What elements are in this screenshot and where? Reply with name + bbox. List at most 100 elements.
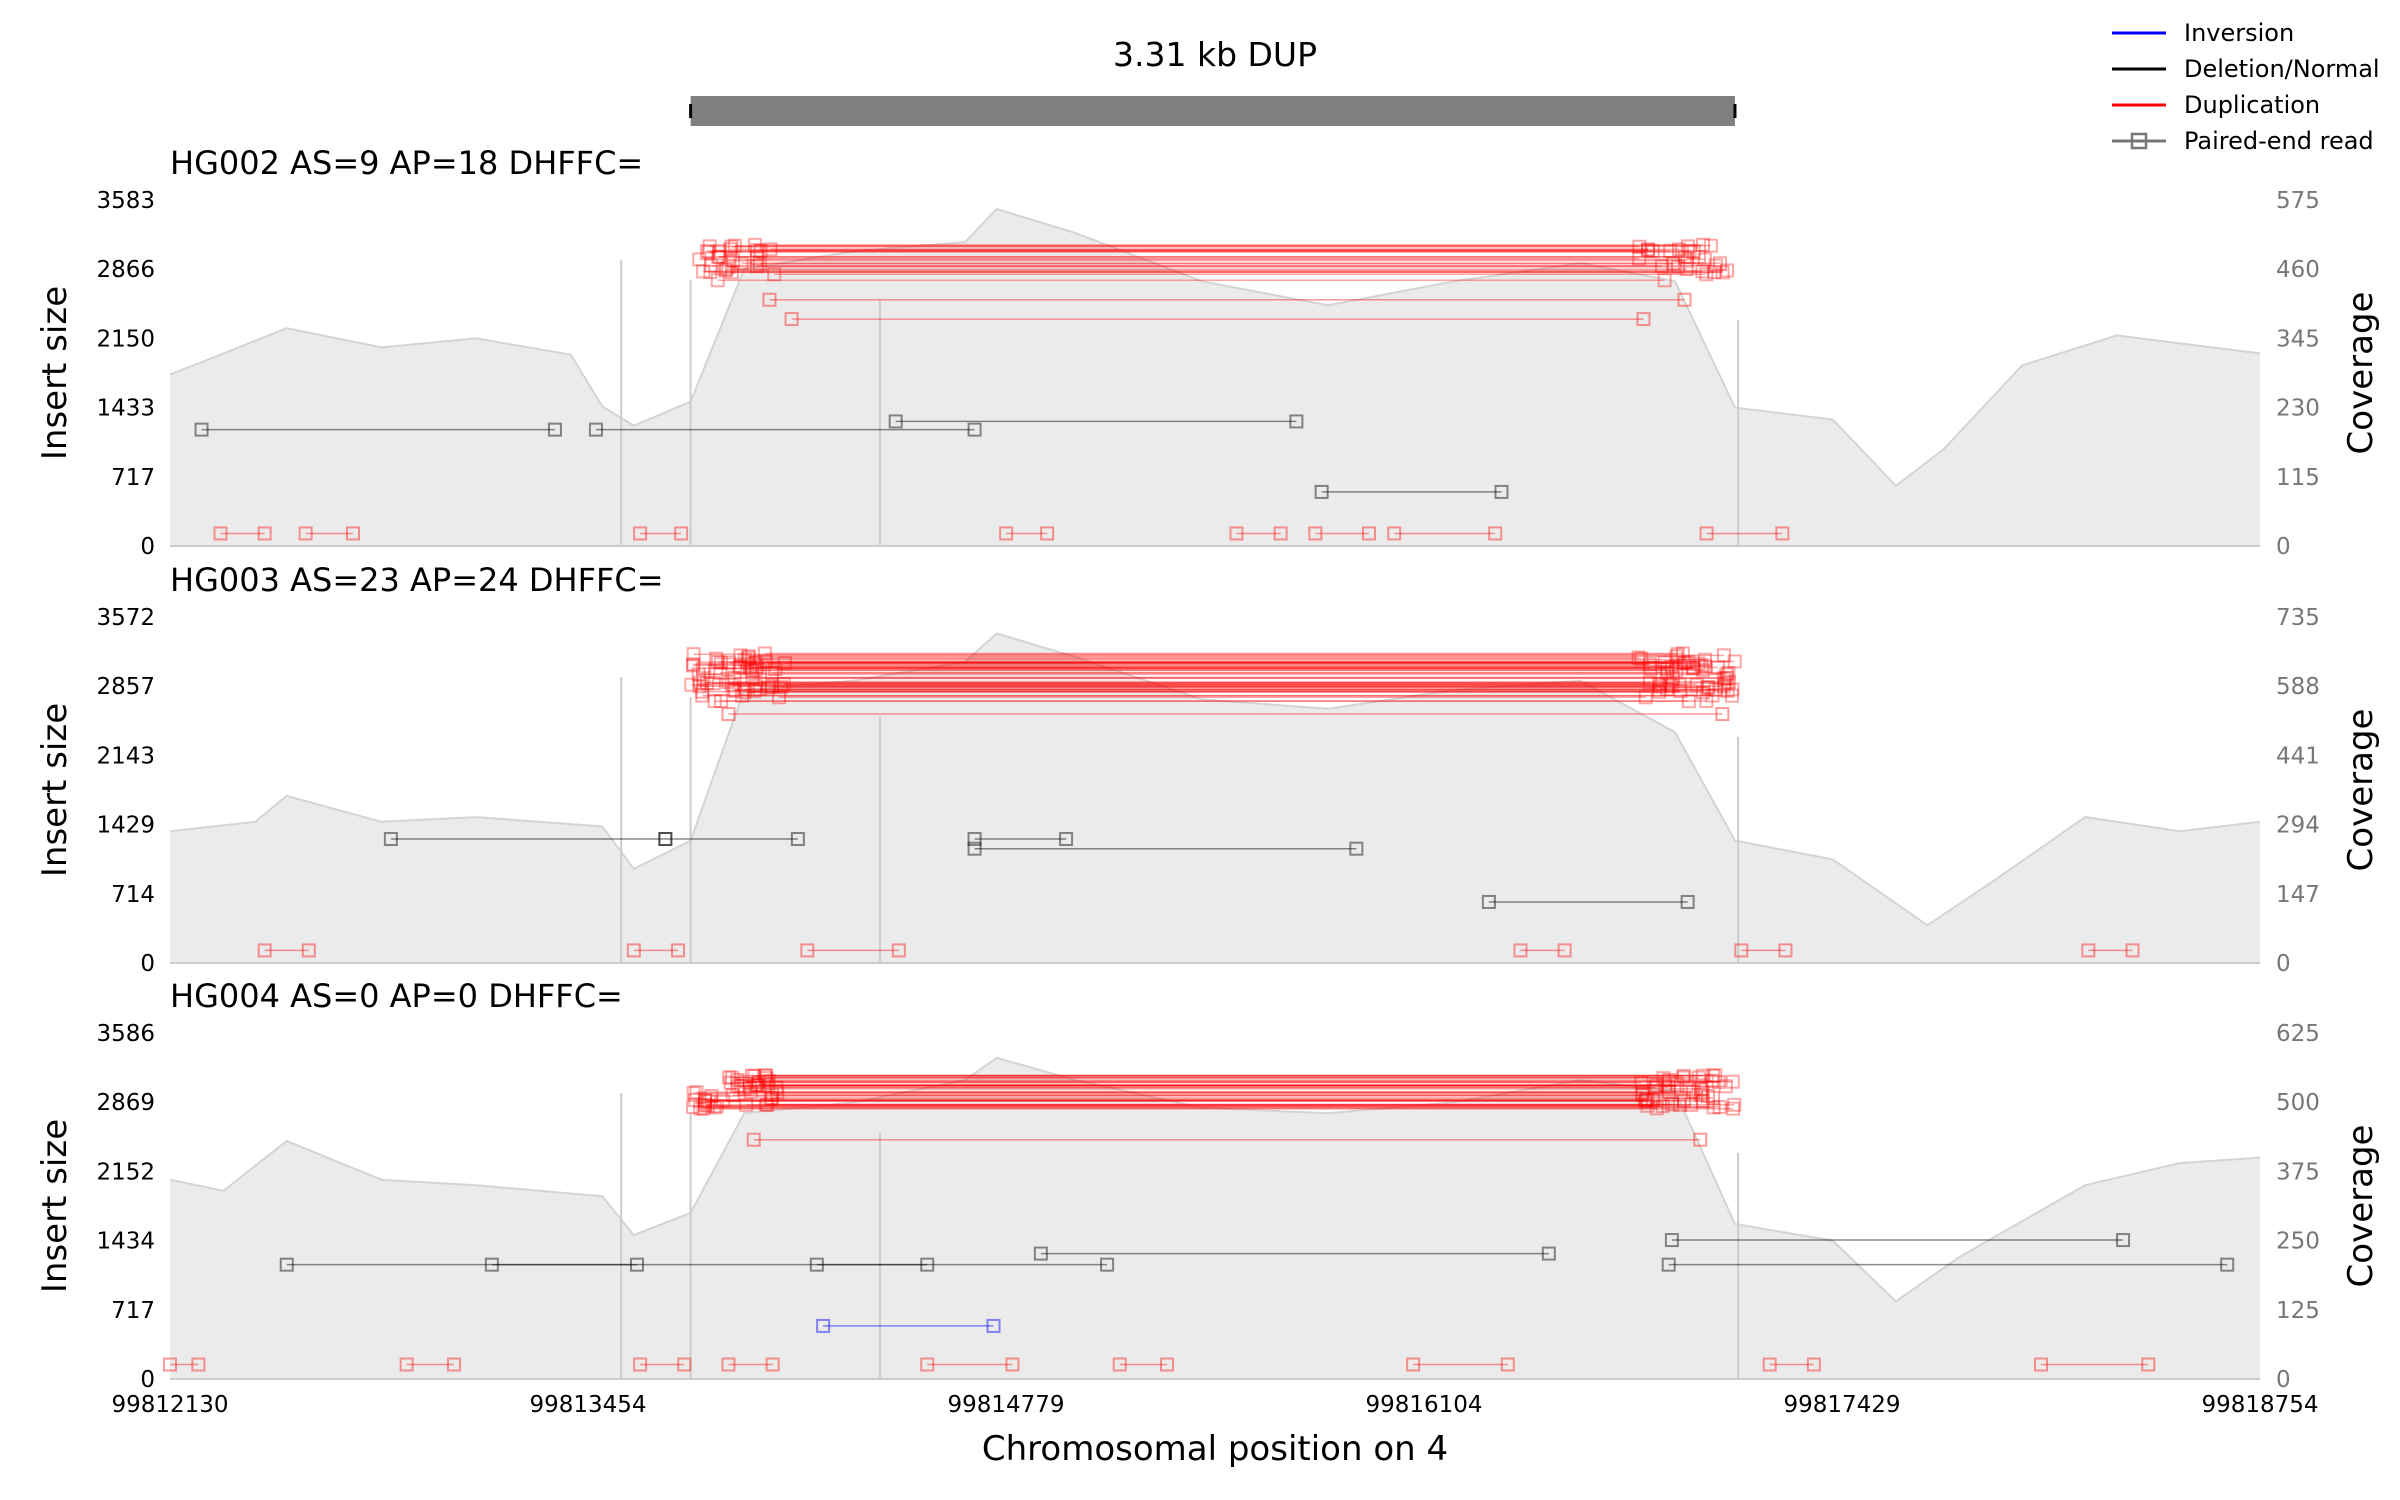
inversion-read-marker <box>816 1318 831 1333</box>
panels: HG002 AS=9 AP=18 DHFFC= 3583 2866 2150 1433 7… <box>35 144 2381 1393</box>
y-axis-label-left: Insert size <box>35 1119 75 1293</box>
dup-read-marker <box>748 655 763 670</box>
normal-read-marker <box>194 422 209 437</box>
dup-read-marker <box>1707 265 1722 280</box>
dup-read-marker <box>1715 707 1730 722</box>
normal-read-marker <box>658 832 673 847</box>
y-tick-right: 115 <box>2276 465 2320 491</box>
dup-read-marker <box>763 1092 778 1107</box>
dup-read-marker <box>748 663 763 678</box>
dup-read-marker <box>1691 1070 1706 1085</box>
dup-read-marker <box>1675 646 1690 661</box>
y-axis-label-left: Insert size <box>35 703 75 877</box>
dup-read-marker <box>752 256 767 271</box>
dup-read-marker <box>1703 238 1718 253</box>
low-dup-read-marker <box>1361 526 1376 541</box>
dup-read-marker <box>749 243 764 258</box>
dup-read-marker <box>1701 1089 1716 1104</box>
dup-read-marker <box>741 649 756 664</box>
x-tick-label: 99817429 <box>1783 1392 1900 1418</box>
dup-read-marker <box>742 1080 757 1095</box>
dup-read-marker <box>1660 682 1675 697</box>
dup-read-marker <box>1645 1093 1660 1108</box>
dup-read-marker <box>721 707 736 722</box>
dup-read-marker <box>1660 662 1675 677</box>
dup-read-marker <box>714 694 729 709</box>
dup-read-marker <box>711 249 726 264</box>
dup-read-marker <box>700 1098 715 1113</box>
dup-read-marker <box>724 265 739 280</box>
dup-read-marker <box>1692 250 1707 265</box>
dup-read-marker <box>758 1068 773 1083</box>
dup-read-marker <box>1642 657 1657 672</box>
dup-read-marker <box>734 256 749 271</box>
dup-read-marker <box>749 251 764 266</box>
x-tick-label: 99814779 <box>947 1392 1064 1418</box>
low-dup-read-marker <box>399 1357 414 1372</box>
x-tick-label: 99812130 <box>111 1392 228 1418</box>
y-tick-right: 625 <box>2276 1021 2320 1047</box>
y-tick-right: 345 <box>2276 326 2320 352</box>
normal-read-marker <box>383 832 398 847</box>
normal-read-marker <box>809 1257 824 1272</box>
dup-read-marker <box>709 661 724 676</box>
dup-read-marker <box>1693 1087 1708 1102</box>
dup-read-marker <box>1725 1074 1740 1089</box>
low-dup-read-marker <box>670 943 685 958</box>
dup-read-marker <box>1686 660 1701 675</box>
y-tick-right: 0 <box>2276 534 2291 560</box>
dup-read-marker <box>686 1086 701 1101</box>
y-tick-left: 1434 <box>96 1229 155 1255</box>
dup-read-marker <box>685 658 700 673</box>
y-tick-right: 735 <box>2276 605 2320 631</box>
dup-read-marker <box>770 1085 785 1100</box>
dup-read-marker <box>744 1068 759 1083</box>
dup-read-marker <box>1656 1071 1671 1086</box>
dup-read-marker <box>737 1081 752 1096</box>
dup-read-marker <box>1720 263 1735 278</box>
dup-read-marker <box>1665 670 1680 685</box>
dup-read-marker <box>1708 258 1723 273</box>
y-tick-left: 714 <box>111 882 155 908</box>
dup-read-marker <box>1718 1079 1733 1094</box>
dup-read-marker <box>761 1073 776 1088</box>
dup-read-marker <box>1708 1068 1723 1083</box>
dup-read-marker <box>739 1074 754 1089</box>
dup-read-marker <box>724 677 739 692</box>
dup-read-marker <box>727 238 742 253</box>
dup-read-marker <box>764 665 779 680</box>
dup-read-marker <box>688 1093 703 1108</box>
dup-read-marker <box>713 665 728 680</box>
dup-read-marker <box>707 1100 722 1115</box>
dup-read-marker <box>1706 1068 1721 1083</box>
dup-read-marker <box>710 273 725 288</box>
dup-read-marker <box>1715 265 1730 280</box>
low-dup-read-marker <box>633 1357 648 1372</box>
dup-read-marker <box>1694 658 1709 673</box>
dup-read-marker <box>1653 679 1668 694</box>
low-dup-read-marker <box>163 1357 177 1372</box>
dup-read-marker <box>697 1092 712 1107</box>
dup-read-marker <box>1672 677 1687 692</box>
dup-read-marker <box>1725 682 1740 697</box>
low-dup-read-marker <box>677 1357 692 1372</box>
dup-read-marker <box>1672 655 1687 670</box>
dup-read-marker <box>1689 677 1704 692</box>
low-dup-read-marker <box>213 526 228 541</box>
dup-read-marker <box>750 1078 765 1093</box>
dup-read-marker <box>749 259 764 274</box>
low-dup-read-marker <box>633 526 648 541</box>
dup-read-marker <box>1720 683 1735 698</box>
dup-read-marker <box>1695 663 1710 678</box>
y-tick-left: 3583 <box>96 188 155 214</box>
dup-read-marker <box>725 1088 740 1103</box>
dup-read-marker <box>735 688 750 703</box>
low-dup-read-marker <box>1557 943 1572 958</box>
y-tick-left: 717 <box>111 465 155 491</box>
y-tick-left: 1429 <box>96 813 155 839</box>
normal-read-marker <box>1664 1233 1679 1248</box>
dup-read-marker <box>726 682 741 697</box>
dup-read-marker <box>1635 1088 1650 1103</box>
normal-read-marker <box>629 1257 644 1272</box>
dup-read-marker <box>1642 675 1657 690</box>
